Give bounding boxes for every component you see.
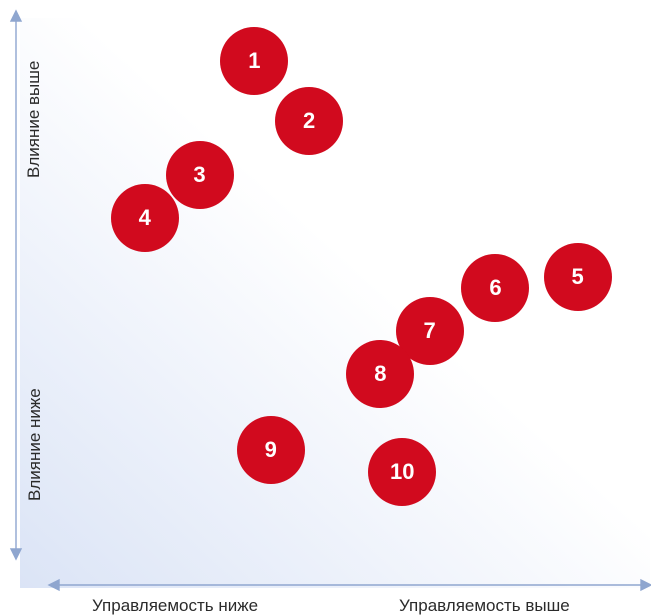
y-axis-arrow-bottom <box>9 548 23 561</box>
x-axis-label-low: Управляемость ниже <box>92 596 259 615</box>
y-axis-label-low: Влияние ниже <box>25 388 44 501</box>
marker-10: 10 <box>368 437 437 506</box>
marker-8: 8 <box>346 340 415 409</box>
y-axis <box>9 9 23 561</box>
y-axis-label-high: Влияние выше <box>24 60 43 178</box>
marker-4: 4 <box>110 183 179 252</box>
marker-5: 5 <box>543 243 612 312</box>
marker-6: 6 <box>461 254 530 322</box>
x-axis <box>47 578 651 592</box>
y-axis-arrow-top <box>9 9 23 22</box>
marker-1: 1 <box>220 27 289 96</box>
x-axis-arrow-left <box>47 578 60 592</box>
marker-9: 9 <box>236 416 305 484</box>
x-axis-arrow-right <box>640 578 651 592</box>
marker-2: 2 <box>275 86 344 155</box>
marker-3: 3 <box>165 140 234 209</box>
x-axis-label-high: Управляемость выше <box>399 596 570 615</box>
